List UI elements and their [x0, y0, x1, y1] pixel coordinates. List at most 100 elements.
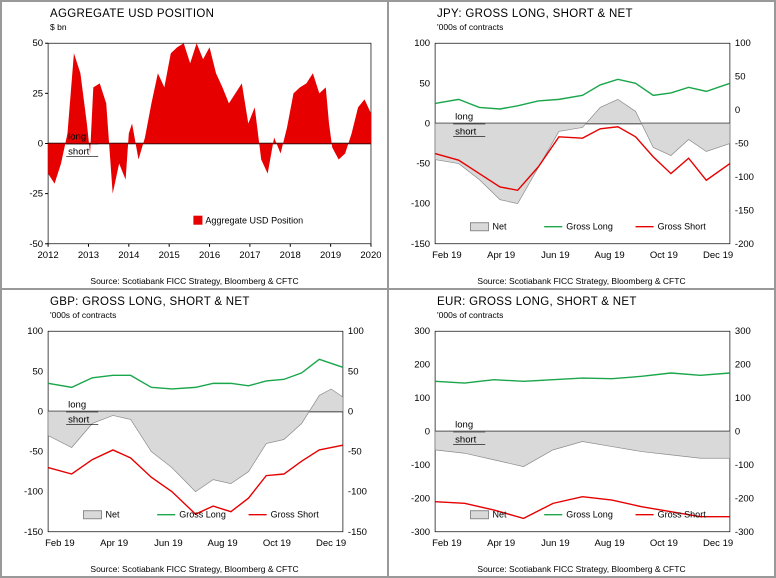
chart-title: EUR: GROSS LONG, SHORT & NET	[437, 296, 637, 308]
svg-text:-50: -50	[29, 239, 43, 250]
svg-text:-200: -200	[411, 493, 430, 504]
svg-text:2015: 2015	[159, 250, 180, 261]
svg-text:Jun 19: Jun 19	[154, 538, 183, 549]
svg-text:100: 100	[735, 393, 751, 404]
svg-text:Gross Long: Gross Long	[566, 222, 613, 232]
svg-text:Feb 19: Feb 19	[432, 538, 462, 549]
source-text: Source: Scotiabank FICC Strategy, Bloomb…	[389, 564, 774, 574]
chart-subtitle: '000s of contracts	[437, 310, 503, 320]
svg-text:50: 50	[33, 366, 44, 377]
svg-text:0: 0	[38, 139, 43, 150]
svg-text:-100: -100	[735, 460, 754, 471]
svg-text:Net: Net	[493, 510, 508, 520]
svg-text:25: 25	[33, 88, 44, 99]
svg-text:-300: -300	[735, 527, 754, 538]
svg-text:0: 0	[735, 427, 740, 438]
svg-text:short: short	[455, 435, 477, 446]
chart-svg-jpy: -150-100-50050100-200-150-100-50050100Fe…	[395, 6, 768, 286]
svg-text:0: 0	[38, 406, 43, 417]
svg-text:Dec 19: Dec 19	[703, 250, 733, 261]
chart-title: JPY: GROSS LONG, SHORT & NET	[437, 8, 633, 20]
svg-text:Aug 19: Aug 19	[208, 538, 238, 549]
chart-svg-usd: -50-250255020122013201420152016201720182…	[8, 6, 381, 286]
svg-text:2012: 2012	[38, 250, 59, 261]
svg-text:300: 300	[414, 326, 430, 337]
svg-text:-100: -100	[24, 487, 43, 498]
panel-usd: AGGREGATE USD POSITION $ bn -50 -25 0 25 50 2…	[1, 1, 388, 289]
panel-jpy: JPY: GROSS LONG, SHORT & NET '000s of co…	[388, 1, 775, 289]
svg-text:200: 200	[414, 360, 430, 371]
chart-title: AGGREGATE USD POSITION	[50, 8, 214, 20]
svg-text:2019: 2019	[320, 250, 341, 261]
svg-text:Net: Net	[106, 510, 121, 520]
panel-gbp: GBP: GROSS LONG, SHORT & NET '000s of co…	[1, 289, 388, 577]
svg-text:-100: -100	[348, 487, 367, 498]
svg-text:Jun 19: Jun 19	[541, 250, 570, 261]
svg-text:-150: -150	[411, 239, 430, 250]
svg-text:0: 0	[348, 406, 353, 417]
svg-text:-150: -150	[24, 527, 43, 538]
svg-text:0: 0	[425, 118, 430, 129]
svg-text:short: short	[455, 126, 477, 137]
chart-title: GBP: GROSS LONG, SHORT & NET	[50, 296, 250, 308]
svg-text:2013: 2013	[78, 250, 99, 261]
svg-text:0: 0	[735, 105, 740, 116]
svg-text:300: 300	[735, 326, 751, 337]
source-text: Source: Scotiabank FICC Strategy, Bloomb…	[389, 276, 774, 286]
chart-subtitle: '000s of contracts	[50, 310, 116, 320]
chart-svg-gbp: -150-100-50050100-150-100-50050100Feb 19…	[8, 294, 381, 574]
svg-text:Dec 19: Dec 19	[703, 538, 733, 549]
svg-text:Gross Short: Gross Short	[271, 510, 320, 520]
svg-text:-150: -150	[735, 205, 754, 216]
svg-text:-200: -200	[735, 239, 754, 250]
svg-text:-100: -100	[735, 172, 754, 183]
svg-text:Aggregate USD Position: Aggregate USD Position	[205, 216, 303, 226]
svg-text:Gross Long: Gross Long	[179, 510, 226, 520]
svg-text:Apr 19: Apr 19	[100, 538, 128, 549]
svg-text:-100: -100	[411, 199, 430, 210]
svg-text:0: 0	[425, 427, 430, 438]
svg-text:50: 50	[735, 72, 746, 83]
source-text: Source: Scotiabank FICC Strategy, Bloomb…	[2, 276, 387, 286]
svg-text:2016: 2016	[199, 250, 220, 261]
svg-text:2018: 2018	[280, 250, 301, 261]
chart-svg-eur: -300 -200 -100 0 100 200 300 -300 -200 -100 0 100 20…	[395, 294, 768, 574]
source-text: Source: Scotiabank FICC Strategy, Bloomb…	[2, 564, 387, 574]
svg-text:-200: -200	[735, 493, 754, 504]
svg-text:Feb 19: Feb 19	[432, 250, 462, 261]
svg-text:50: 50	[348, 366, 359, 377]
svg-text:-50: -50	[29, 447, 43, 458]
svg-text:short: short	[68, 147, 90, 158]
svg-text:Jun 19: Jun 19	[541, 538, 570, 549]
svg-text:Oct 19: Oct 19	[650, 250, 678, 261]
chart-grid: AGGREGATE USD POSITION $ bn -50 -25 0 25 50 2…	[0, 0, 776, 578]
svg-text:50: 50	[33, 38, 44, 49]
svg-text:2020: 2020	[360, 250, 381, 261]
svg-text:-50: -50	[416, 159, 430, 170]
svg-text:short: short	[68, 414, 90, 425]
svg-text:Feb 19: Feb 19	[45, 538, 75, 549]
svg-text:Aug 19: Aug 19	[595, 250, 625, 261]
svg-text:2014: 2014	[118, 250, 140, 261]
svg-text:long: long	[68, 399, 86, 410]
svg-text:-25: -25	[29, 189, 43, 200]
svg-text:-100: -100	[411, 460, 430, 471]
panel-eur: EUR: GROSS LONG, SHORT & NET '000s of co…	[388, 289, 775, 577]
svg-text:100: 100	[27, 326, 43, 337]
svg-text:Oct 19: Oct 19	[650, 538, 678, 549]
svg-text:-50: -50	[348, 447, 362, 458]
svg-text:200: 200	[735, 360, 751, 371]
svg-text:-150: -150	[348, 527, 367, 538]
svg-text:Gross Short: Gross Short	[658, 510, 707, 520]
chart-subtitle: $ bn	[50, 22, 67, 32]
svg-text:-300: -300	[411, 527, 430, 538]
svg-text:Net: Net	[493, 222, 508, 232]
svg-text:100: 100	[735, 38, 751, 49]
svg-text:Gross Short: Gross Short	[658, 222, 707, 232]
svg-text:Oct 19: Oct 19	[263, 538, 291, 549]
svg-text:long: long	[68, 131, 86, 142]
svg-text:Apr 19: Apr 19	[487, 538, 515, 549]
svg-text:50: 50	[420, 78, 431, 89]
svg-text:long: long	[455, 419, 473, 430]
svg-text:100: 100	[414, 393, 430, 404]
